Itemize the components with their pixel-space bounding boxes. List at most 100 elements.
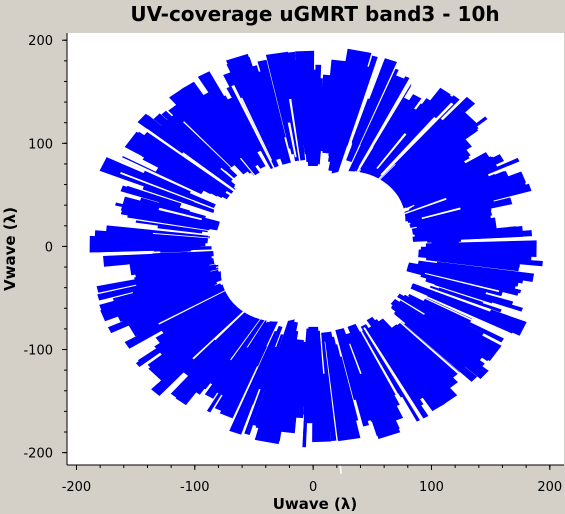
- uv-track: [351, 58, 389, 147]
- uv-track: [197, 142, 238, 179]
- uv-track: [176, 154, 217, 182]
- uv-track: [443, 226, 517, 236]
- uv-track: [397, 130, 458, 180]
- uv-track: [296, 357, 302, 384]
- uv-track: [152, 152, 222, 197]
- uv-gap: [363, 327, 438, 442]
- uv-track: [445, 230, 533, 241]
- uv-track: [408, 294, 433, 308]
- uv-track: [318, 124, 323, 158]
- uv-track: [410, 183, 532, 222]
- uv-gap: [240, 97, 273, 161]
- uv-track: [355, 88, 400, 167]
- uv-track: [212, 92, 249, 146]
- uv-track: [259, 85, 284, 146]
- uv-gap: [357, 325, 411, 417]
- uv-track: [369, 128, 441, 194]
- uv-track: [427, 294, 514, 334]
- uv-track: [354, 358, 377, 401]
- uv-gap: [181, 152, 251, 203]
- uv-track: [416, 226, 459, 235]
- uv-track: [391, 321, 460, 386]
- uv-track: [412, 325, 452, 358]
- uv-track: [394, 147, 444, 185]
- uv-track: [165, 290, 255, 360]
- uv-track: [429, 285, 502, 313]
- uv-track: [267, 132, 281, 156]
- uv-track: [150, 181, 184, 197]
- uv-track: [314, 64, 322, 130]
- y-tick-label: 200: [28, 34, 53, 49]
- x-axis-label: Uwave (λ): [273, 495, 358, 513]
- uv-track: [193, 115, 239, 163]
- uv-gap: [239, 157, 264, 186]
- uv-track: [131, 209, 179, 222]
- uv-track: [402, 328, 437, 359]
- uv-gap: [376, 133, 407, 169]
- uv-track: [350, 82, 386, 156]
- uv-track: [156, 292, 223, 328]
- uv-gap: [158, 288, 230, 325]
- uv-track: [142, 115, 232, 185]
- uv-gap: [192, 300, 255, 360]
- uv-gap: [366, 43, 435, 157]
- uv-track: [160, 249, 191, 253]
- uv-track: [355, 350, 393, 427]
- uv-points-group: [83, 43, 543, 474]
- uv-track: [250, 339, 276, 392]
- uv-track: [342, 352, 370, 427]
- uv-gap: [362, 102, 454, 196]
- uv-gap: [368, 294, 479, 391]
- uv-track: [174, 309, 243, 370]
- uv-gap: [231, 85, 283, 184]
- uv-track: [169, 277, 212, 292]
- x-tick-label: 0: [309, 480, 317, 495]
- uv-gap: [230, 308, 269, 361]
- uv-track: [339, 356, 359, 421]
- uv-track: [429, 268, 491, 286]
- uv-track: [439, 245, 521, 253]
- uv-track: [229, 343, 258, 386]
- y-tick-label: -200: [23, 447, 53, 462]
- uv-track: [120, 185, 182, 209]
- uv-track: [135, 307, 223, 368]
- uv-track: [124, 292, 226, 349]
- uv-track: [162, 219, 207, 230]
- x-tick-label: -100: [180, 480, 210, 495]
- uv-track: [365, 335, 390, 371]
- uv-gap: [349, 343, 362, 375]
- uv-track: [153, 113, 216, 166]
- uv-track: [262, 108, 277, 133]
- uv-track: [337, 111, 354, 149]
- uv-track: [384, 116, 444, 175]
- uv-track: [430, 316, 482, 350]
- uv-track: [331, 336, 340, 363]
- uv-track: [112, 271, 219, 303]
- uv-track: [231, 91, 267, 154]
- uv-track: [97, 269, 211, 301]
- uv-track: [151, 157, 204, 189]
- uv-track: [244, 334, 284, 435]
- x-tick-label: 200: [537, 480, 562, 495]
- uv-track: [258, 321, 298, 443]
- uv-gap: [288, 98, 301, 164]
- uv-track: [410, 316, 480, 368]
- uv-track: [404, 156, 495, 203]
- uv-track: [167, 237, 195, 242]
- uv-track: [411, 312, 457, 344]
- uv-track: [168, 311, 236, 368]
- uv-track: [375, 329, 437, 405]
- uv-track: [425, 257, 520, 272]
- uv-track: [425, 277, 514, 308]
- uv-track: [127, 280, 236, 337]
- uv-track: [255, 332, 289, 429]
- uv-track: [352, 360, 382, 431]
- uv-track: [434, 305, 504, 343]
- uv-track: [284, 328, 293, 351]
- uv-track: [411, 204, 492, 227]
- uv-track: [230, 329, 264, 380]
- uv-track: [431, 241, 459, 246]
- uv-gap: [83, 210, 226, 234]
- uv-track: [158, 201, 190, 214]
